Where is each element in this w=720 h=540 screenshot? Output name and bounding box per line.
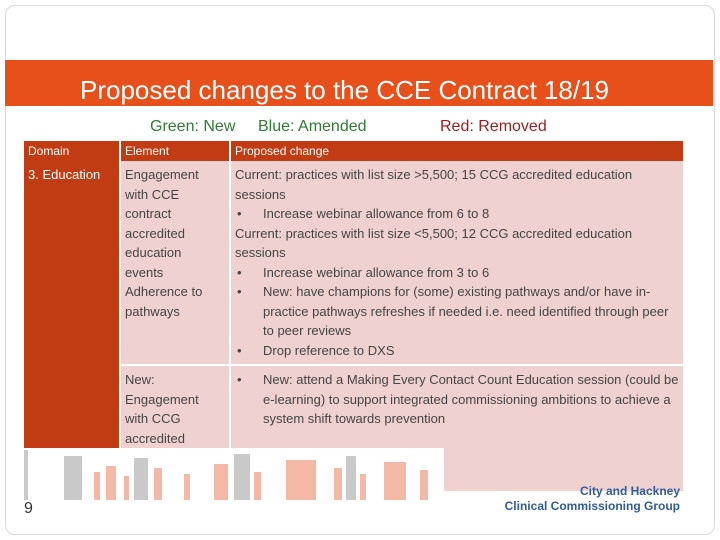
slide-frame <box>5 5 715 535</box>
title-band <box>5 60 713 106</box>
list-item-text: New: attend a Making Every Contact Count… <box>263 372 679 426</box>
element-line: New: <box>125 372 155 387</box>
list-item-text: Increase webinar allowance from 6 to 8 <box>263 206 490 221</box>
bullet-list: • Increase webinar allowance from 6 to 8 <box>235 204 679 224</box>
table-header-row: Domain Element Proposed change <box>24 141 685 161</box>
legend-removed: Red: Removed <box>440 118 547 135</box>
bullet-list: • New: attend a Making Every Contact Coun… <box>235 370 679 429</box>
element-line: events <box>125 264 164 280</box>
list-item-text: Increase webinar allowance from 3 to 6 <box>263 264 490 280</box>
bullet-icon: • <box>237 206 242 221</box>
element-cell: Engagement with CCE contract accredited educ… <box>120 161 231 366</box>
element-line: with CCE <box>125 186 180 202</box>
list-item: • New: have champions for (some) existing… <box>235 282 679 341</box>
change-text: Current: practices with list size <5,500… <box>235 225 633 261</box>
header-domain: Domain <box>24 141 121 161</box>
list-item: • Increase webinar allowance from 3 to 6 <box>235 263 679 283</box>
element-line: pathways <box>125 303 180 319</box>
element-text: Engagement with CCE contract accredited educ… <box>125 165 225 321</box>
page-number: 9 <box>24 500 33 517</box>
slide-title: Proposed changes to the CCE Contract 18/… <box>80 75 609 105</box>
legend-new: Green: New <box>150 118 236 135</box>
changes-table: Domain Element Proposed change 3. Educat… <box>24 141 685 493</box>
element-line: accredited <box>125 225 185 241</box>
bullet-icon: • <box>237 284 242 299</box>
logo-line-2: Clinical Commissioning Group <box>504 499 680 513</box>
list-item-text: New: have champions for (some) existing … <box>263 284 669 338</box>
bullet-list: • Increase webinar allowance from 3 to 6 •… <box>235 263 679 361</box>
bullet-icon: • <box>237 342 242 358</box>
domain-cell: 3. Education <box>24 161 121 493</box>
element-line: Engagement <box>125 167 199 182</box>
bullet-icon: • <box>237 264 242 280</box>
change-cell: Current: practices with list size >5,500… <box>230 161 685 366</box>
list-item: • Increase webinar allowance from 6 to 8 <box>235 204 679 224</box>
ccg-logo: City and Hackney Clinical Commissioning … <box>505 484 680 514</box>
footer-illustration <box>24 448 444 512</box>
element-line: Adherence to <box>125 284 203 299</box>
change-text: Current: practices with list size >5,500… <box>235 167 633 202</box>
element-line: contract <box>125 206 172 221</box>
domain-label: 3. Education <box>28 167 101 182</box>
list-item: • New: attend a Making Every Contact Coun… <box>235 370 679 429</box>
list-item: • Drop reference to DXS <box>235 341 679 361</box>
element-line: accredited <box>125 430 185 446</box>
legend-amended: Blue: Amended <box>258 118 367 135</box>
change-list: • New: attend a Making Every Contact Coun… <box>235 370 679 429</box>
element-line: Engagement <box>125 391 199 407</box>
header-element: Element <box>120 141 231 161</box>
bullet-icon: • <box>237 372 242 387</box>
element-line: education <box>125 245 182 260</box>
table-row: 3. Education Engagement with CCE contract a… <box>24 161 685 493</box>
list-item-text: Drop reference to DXS <box>263 342 395 358</box>
header-proposed-change: Proposed change <box>230 141 685 161</box>
element-line: with CCG <box>125 411 181 426</box>
change-list: Current: practices with list size >5,500… <box>235 165 679 360</box>
logo-line-1: City and Hackney <box>579 484 680 498</box>
